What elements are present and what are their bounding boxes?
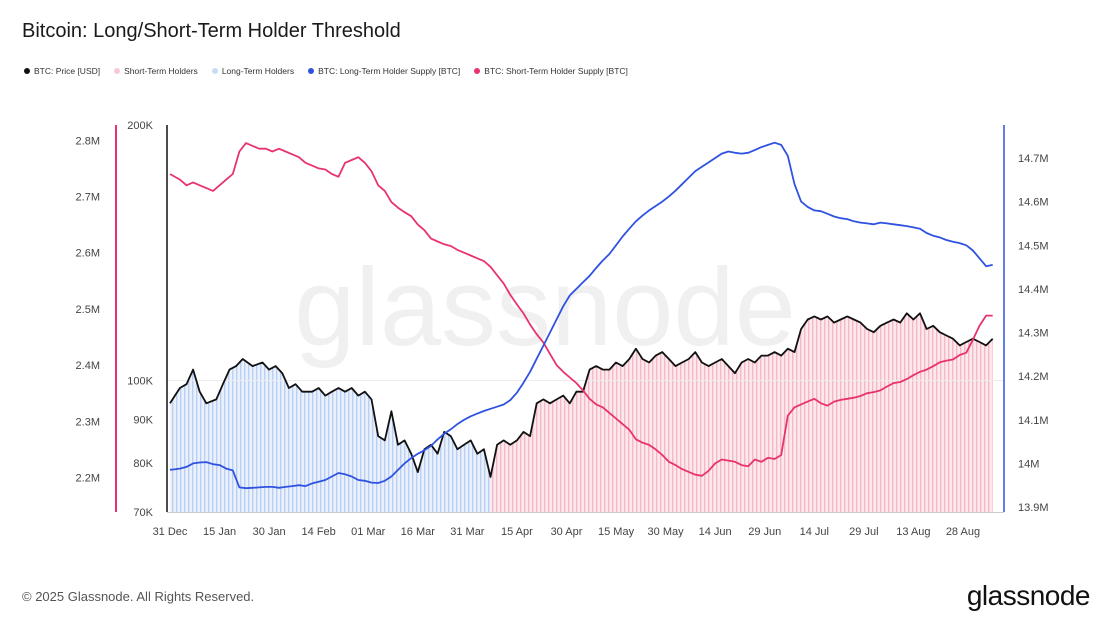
x-axis-tick-label: 15 Apr <box>501 526 533 538</box>
legend-item-lth-supply[interactable]: BTC: Long-Term Holder Supply [BTC] <box>308 66 460 76</box>
x-axis-tick-label: 30 Jan <box>253 526 286 538</box>
long-term-holders-area <box>170 359 491 512</box>
x-axis-tick-label: 14 Jul <box>800 526 829 538</box>
x-axis-tick-label: 29 Jun <box>748 526 781 538</box>
legend-label-lth-supply: BTC: Long-Term Holder Supply [BTC] <box>318 66 461 76</box>
watermark: glassnode <box>294 246 796 369</box>
footer-copyright: © 2025 Glassnode. All Rights Reserved. <box>22 589 255 604</box>
x-axis-tick-label: 16 Mar <box>401 526 436 538</box>
price-axis-tick-label: 90K <box>133 414 153 426</box>
series-line-price <box>169 312 994 478</box>
legend-swatch-long-term-holders <box>211 68 218 74</box>
axes-layer: 2.2M 2.3M 2.4M 2.5M 2.6M 2.7M 2.8M 70K 80K 90K 100… <box>76 120 1049 538</box>
x-axis-tick-label: 13 Aug <box>896 526 930 538</box>
series-line-lth <box>169 141 993 490</box>
legend-swatch-price <box>24 68 30 74</box>
sth-axis-tick-label: 2.4M <box>76 360 100 372</box>
legend-swatch-short-term-holders <box>114 68 121 74</box>
x-axis-tick-label: 29 Jul <box>849 526 878 538</box>
legend-swatch-lth-supply <box>308 68 315 74</box>
x-axis-tick-label: 14 Jun <box>699 526 732 538</box>
price-axis-tick-label: 100K <box>127 376 153 388</box>
sth-axis-tick-label: 2.8M <box>76 135 100 147</box>
lth-axis-tick-label: 14.5M <box>1018 240 1049 252</box>
x-axis-tick-label: 15 May <box>598 526 635 538</box>
legend-item-long-term-holders[interactable]: Long-Term Holders <box>211 66 295 76</box>
legend-label-short-term-holders: Short-Term Holders <box>124 66 198 76</box>
legend-item-sth-supply[interactable]: BTC: Short-Term Holder Supply [BTC] <box>474 66 628 76</box>
x-axis-tick-label: 15 Jan <box>203 526 236 538</box>
price-axis-tick-label: 70K <box>133 507 153 519</box>
legend-swatch-sth-supply <box>474 68 481 74</box>
x-axis-tick-label: 31 Mar <box>450 526 485 538</box>
x-axis-tick-label: 28 Aug <box>946 526 980 538</box>
x-axis-tick-label: 30 May <box>648 526 685 538</box>
x-axis-tick-label: 30 Apr <box>551 526 583 538</box>
sth-axis-tick-label: 2.3M <box>76 416 100 428</box>
lth-axis-tick-label: 14.2M <box>1018 371 1049 383</box>
x-axis-tick-label: 14 Feb <box>302 526 336 538</box>
series-layer <box>169 141 994 490</box>
lth-axis-tick-label: 14M <box>1018 458 1039 470</box>
lth-axis-tick-label: 14.3M <box>1018 328 1049 340</box>
series-line-sth <box>169 142 993 477</box>
legend-item-price[interactable]: BTC: Price [USD] <box>24 66 100 76</box>
chart-title: Bitcoin: Long/Short-Term Holder Threshol… <box>22 20 401 42</box>
lth-axis-tick-label: 14.6M <box>1018 197 1049 209</box>
x-axis-tick-label: 01 Mar <box>351 526 386 538</box>
lth-axis-tick-label: 13.9M <box>1018 502 1049 514</box>
sth-axis-tick-label: 2.5M <box>76 304 100 316</box>
glassnode-logo[interactable]: glassnode <box>966 580 1091 611</box>
legend-label-long-term-holders: Long-Term Holders <box>221 66 295 76</box>
legend-label-sth-supply: BTC: Short-Term Holder Supply [BTC] <box>484 66 628 76</box>
lth-axis-tick-label: 14.1M <box>1018 415 1049 427</box>
legend-item-short-term-holders[interactable]: Short-Term Holders <box>114 66 198 76</box>
chart-legend: BTC: Price [USD] Short-Term Holders Long… <box>24 66 628 76</box>
lth-axis-tick-label: 14.4M <box>1018 284 1049 296</box>
price-axis-tick-label: 200K <box>127 120 153 132</box>
legend-label-price: BTC: Price [USD] <box>34 66 101 76</box>
lth-axis-tick-label: 14.7M <box>1018 153 1049 165</box>
price-axis-tick-label: 80K <box>133 458 153 470</box>
x-axis-tick-label: 31 Dec <box>153 526 188 538</box>
sth-axis-tick-label: 2.6M <box>76 248 100 260</box>
sth-axis-tick-label: 2.2M <box>76 473 100 485</box>
sth-axis-tick-label: 2.7M <box>76 192 100 204</box>
